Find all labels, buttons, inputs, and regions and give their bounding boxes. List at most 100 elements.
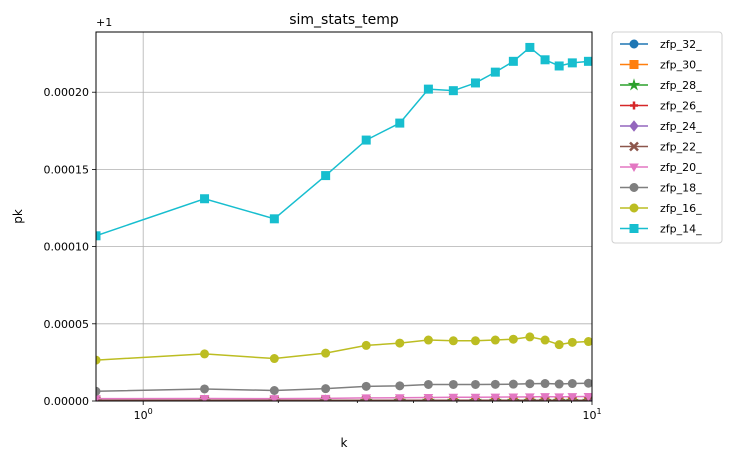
data-point — [508, 56, 518, 66]
data-point — [395, 338, 405, 348]
data-point — [554, 61, 564, 71]
data-point — [508, 334, 518, 344]
data-point — [321, 348, 331, 358]
data-point — [490, 335, 500, 345]
y-axis-ticks: 0.00000 0.00005 0.00010 0.00015 0.00020 — [44, 86, 96, 408]
legend-item: zfp_32_ — [620, 38, 702, 51]
data-point — [554, 379, 564, 389]
legend-item: zfp_18_ — [620, 182, 702, 195]
x-tick-label: 101 — [582, 407, 601, 422]
data-point — [525, 379, 535, 389]
legend-label: zfp_30_ — [660, 59, 702, 72]
legend-label: zfp_20_ — [660, 161, 702, 174]
data-point — [96, 395, 101, 401]
data-point — [629, 203, 639, 213]
data-point — [96, 231, 101, 241]
data-point — [629, 60, 639, 69]
chart-title: sim_stats_temp — [289, 12, 399, 28]
data-point — [540, 335, 550, 345]
data-point — [361, 394, 372, 401]
series-line — [96, 46, 589, 237]
legend-label: zfp_26_ — [660, 100, 702, 113]
data-point — [269, 214, 279, 224]
series-zfp_16_ — [96, 332, 592, 365]
data-point — [629, 120, 639, 132]
legend-item: zfp_16_ — [620, 202, 702, 215]
data-point — [200, 384, 210, 394]
legend-item: zfp_30_ — [620, 59, 702, 72]
data-point — [540, 393, 550, 401]
data-point — [567, 393, 578, 401]
series-line — [96, 336, 589, 361]
y-offset-label: +1 — [96, 16, 112, 29]
data-point — [629, 224, 639, 233]
data-point — [525, 332, 535, 342]
data-point — [320, 394, 331, 401]
y-tick-label: 0.00000 — [44, 395, 90, 408]
data-point — [470, 336, 480, 346]
data-point — [583, 337, 592, 347]
data-point — [470, 78, 480, 88]
legend-item: zfp_20_ — [620, 161, 702, 174]
series-zfp_20_ — [96, 393, 592, 401]
data-point — [448, 336, 458, 346]
data-point — [423, 393, 434, 401]
data-point — [629, 163, 639, 173]
data-point — [448, 379, 458, 389]
legend: zfp_32_ zfp_30_ zfp_28_ zfp_26_ zfp_24_ zfp_2… — [611, 31, 723, 244]
data-point — [490, 67, 500, 77]
y-tick-label: 0.00015 — [44, 163, 90, 176]
data-point — [629, 141, 639, 152]
data-point — [490, 379, 500, 389]
data-point — [583, 393, 592, 401]
y-tick-label: 0.00020 — [44, 86, 90, 99]
x-tick-label: 100 — [134, 407, 153, 422]
data-point — [629, 183, 639, 192]
data-point — [508, 379, 518, 389]
legend-label: zfp_28_ — [660, 79, 702, 92]
data-point — [394, 394, 405, 401]
data-point — [395, 118, 405, 128]
data-point — [448, 86, 458, 96]
data-point — [629, 39, 639, 49]
data-point — [269, 386, 279, 396]
series-zfp_18_ — [96, 378, 592, 396]
series-zfp_14_ — [96, 42, 592, 241]
data-point — [199, 395, 210, 401]
data-point — [567, 58, 577, 68]
data-point — [567, 337, 577, 347]
data-point — [524, 393, 535, 401]
data-point — [200, 349, 210, 359]
data-point — [490, 393, 501, 401]
data-point — [583, 378, 592, 388]
data-point — [269, 395, 280, 401]
data-point — [200, 194, 210, 204]
data-point — [361, 135, 371, 145]
data-point — [448, 393, 459, 401]
data-point — [361, 340, 371, 350]
y-tick-label: 0.00010 — [44, 241, 90, 254]
data-point — [470, 379, 480, 389]
legend-item: zfp_26_ — [620, 100, 702, 113]
legend-label: zfp_24_ — [660, 120, 702, 133]
data-point — [423, 84, 433, 94]
x-axis-ticks: 100 101 — [134, 401, 602, 422]
x-axis-label: k — [341, 436, 348, 450]
y-tick-label: 0.00005 — [44, 318, 90, 331]
legend-label: zfp_32_ — [660, 38, 702, 51]
legend-label: zfp_18_ — [660, 182, 702, 195]
plot-frame — [95, 31, 593, 402]
data-point — [361, 381, 371, 391]
data-point — [508, 393, 519, 401]
data-point — [525, 42, 535, 52]
data-point — [540, 55, 550, 65]
data-point — [269, 354, 279, 364]
data-point — [321, 384, 331, 394]
data-point — [96, 386, 101, 396]
legend-label: zfp_22_ — [660, 141, 702, 154]
data-point — [470, 393, 481, 401]
data-point — [423, 335, 433, 345]
data-point — [627, 78, 641, 91]
legend-item: zfp_14_ — [620, 223, 702, 236]
